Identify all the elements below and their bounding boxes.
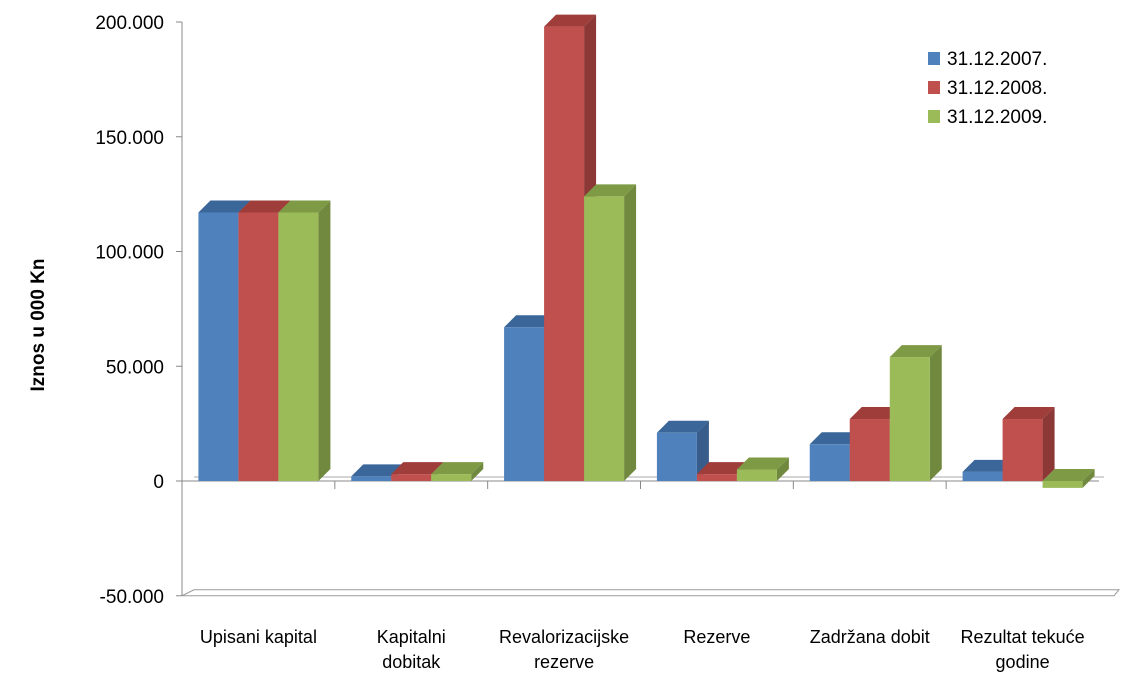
bar-side: [624, 184, 637, 482]
y-tick-label: 0: [153, 472, 164, 493]
bar-top: [889, 345, 942, 358]
bar-top: [809, 432, 862, 445]
bar-top: [431, 462, 484, 475]
bar-top: [278, 200, 331, 213]
bar-side: [929, 345, 942, 481]
labels: -50.000 0 50.000 100.000 150.000 200.000 Iznos…: [28, 13, 1085, 672]
bar-front: [1002, 419, 1043, 481]
bar: [1002, 407, 1055, 481]
bar: [584, 184, 637, 482]
bar-top: [238, 200, 291, 213]
legend-label: 31.12.2008.: [947, 78, 1047, 99]
bar-side: [471, 462, 484, 481]
bar-top: [584, 184, 637, 197]
bar-side: [318, 200, 331, 482]
bar-front: [849, 419, 890, 481]
legend-label: 31.12.2009.: [947, 107, 1047, 128]
bar-front: [351, 476, 392, 481]
bar-front: [809, 444, 850, 481]
bar-front: [1042, 481, 1083, 488]
category-label: Upisani kapital: [200, 627, 317, 647]
bar-front: [504, 327, 545, 481]
bar-top: [849, 407, 902, 420]
bar: [656, 420, 709, 481]
bar-front: [238, 212, 279, 482]
legend-label: 31.12.2007.: [947, 49, 1047, 70]
y-tick-label: 150.000: [95, 128, 164, 149]
bar-front: [656, 432, 697, 481]
bar-top: [198, 200, 251, 213]
y-tick-label: 100.000: [95, 243, 164, 264]
legend-swatch: [928, 81, 940, 94]
plot-floor: [181, 589, 1121, 597]
bar-front: [544, 26, 585, 482]
legend-swatch: [928, 110, 940, 123]
bar-top: [962, 459, 1015, 472]
y-tick-label: 50.000: [106, 357, 164, 378]
category-label: Revalorizacijske rezerve: [499, 627, 629, 672]
y-tick-label: -50.000: [100, 587, 164, 608]
bar-front: [198, 212, 239, 482]
bar-front: [278, 212, 319, 482]
bar-front: [962, 471, 1003, 481]
bar-top: [544, 14, 597, 27]
bar-front: [431, 474, 472, 481]
bar-side: [1042, 407, 1055, 481]
bar-front: [696, 474, 737, 481]
bar-top: [504, 315, 557, 328]
bar-top: [391, 462, 444, 475]
bar: [431, 462, 484, 481]
bar-front: [736, 469, 777, 481]
bar: [736, 457, 789, 481]
bar-top: [1002, 407, 1055, 420]
bar-front: [391, 474, 432, 481]
category-label: Kapitalni dobitak: [377, 627, 446, 672]
category-label: Zadržana dobit: [810, 627, 930, 647]
bar-side: [776, 457, 789, 481]
bar-top: [656, 420, 709, 433]
bar-top: [351, 464, 404, 477]
bar-top: [736, 457, 789, 470]
category-label: Rezerve: [683, 627, 750, 647]
bar: [278, 200, 331, 482]
bar-top: [1042, 469, 1095, 481]
category-label: Rezultat tekuće godine: [961, 627, 1085, 672]
bar: [1042, 469, 1095, 488]
axes: [176, 21, 1121, 597]
bar: [889, 345, 942, 481]
bar-side: [1082, 469, 1095, 488]
bar-front: [889, 357, 930, 481]
legend-swatch: [928, 52, 940, 65]
legend: 31.12.2007. 31.12.2008. 31.12.2009.: [928, 49, 1047, 128]
bars: [198, 14, 1095, 488]
bar-front: [584, 196, 625, 482]
y-tick-label: 200.000: [95, 13, 164, 34]
bar-top: [696, 462, 749, 475]
y-axis-label: Iznos u 000 Kn: [28, 258, 49, 391]
